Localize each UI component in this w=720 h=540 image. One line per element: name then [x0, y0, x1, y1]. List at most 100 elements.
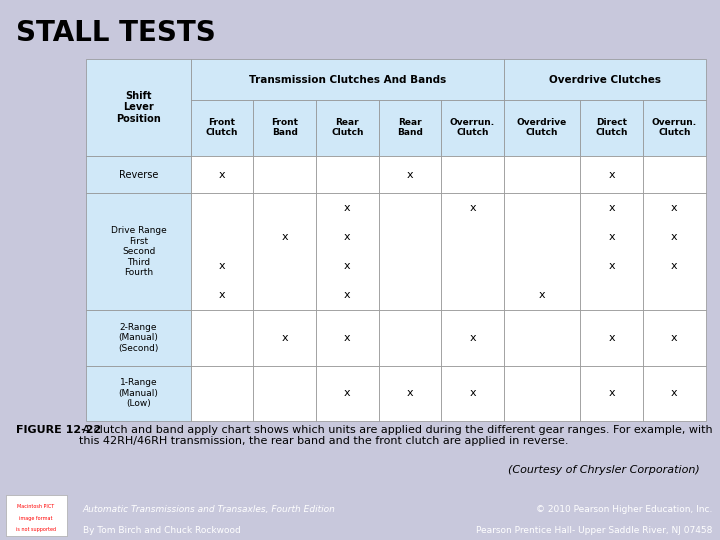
Text: x: x: [671, 203, 678, 213]
Text: Overdrive Clutches: Overdrive Clutches: [549, 75, 661, 85]
Text: Reverse: Reverse: [119, 170, 158, 179]
Text: Macintosh PICT: Macintosh PICT: [17, 503, 55, 509]
Text: Automatic Transmissions and Transaxles, Fourth Edition: Automatic Transmissions and Transaxles, …: [83, 505, 336, 514]
Bar: [379, 156, 441, 193]
Text: x: x: [344, 232, 351, 242]
Bar: [580, 100, 643, 156]
Text: x: x: [469, 203, 476, 213]
Text: x: x: [219, 170, 225, 179]
Text: x: x: [469, 388, 476, 399]
Bar: [191, 100, 253, 156]
Bar: [253, 366, 316, 421]
Bar: [441, 156, 504, 193]
Bar: [316, 366, 379, 421]
Bar: [86, 310, 191, 366]
Text: FIGURE 12-22: FIGURE 12-22: [16, 424, 101, 435]
Bar: [191, 59, 504, 100]
Text: Front
Clutch: Front Clutch: [206, 118, 238, 137]
Bar: [643, 193, 706, 310]
Bar: [504, 59, 706, 100]
Bar: [379, 193, 441, 310]
Bar: [191, 310, 253, 366]
Bar: [504, 366, 580, 421]
Bar: [191, 366, 253, 421]
Text: x: x: [608, 170, 615, 179]
Text: x: x: [344, 333, 351, 343]
Bar: [6, 495, 67, 536]
Bar: [316, 193, 379, 310]
Bar: [86, 59, 191, 156]
Bar: [580, 310, 643, 366]
Text: x: x: [671, 388, 678, 399]
Text: x: x: [344, 203, 351, 213]
Bar: [504, 193, 580, 310]
Text: 2-Range
(Manual)
(Second): 2-Range (Manual) (Second): [118, 323, 159, 353]
Bar: [441, 193, 504, 310]
Text: By Tom Birch and Chuck Rockwood: By Tom Birch and Chuck Rockwood: [83, 526, 240, 535]
Text: Direct
Clutch: Direct Clutch: [595, 118, 628, 137]
Text: x: x: [219, 291, 225, 300]
Text: image format: image format: [19, 516, 53, 521]
Text: x: x: [671, 333, 678, 343]
Text: Shift
Lever
Position: Shift Lever Position: [116, 91, 161, 124]
Text: is not supported: is not supported: [16, 527, 56, 532]
Bar: [316, 310, 379, 366]
Text: A clutch and band apply chart shows which units are applied during the different: A clutch and band apply chart shows whic…: [79, 424, 713, 446]
Text: x: x: [469, 333, 476, 343]
Text: x: x: [282, 333, 288, 343]
Text: x: x: [608, 261, 615, 271]
Bar: [441, 100, 504, 156]
Text: STALL TESTS: STALL TESTS: [16, 19, 215, 46]
Bar: [580, 193, 643, 310]
Bar: [643, 156, 706, 193]
Bar: [441, 310, 504, 366]
Text: Pearson Prentice Hall- Upper Saddle River, NJ 07458: Pearson Prentice Hall- Upper Saddle Rive…: [477, 526, 713, 535]
Bar: [504, 156, 580, 193]
Text: 1-Range
(Manual)
(Low): 1-Range (Manual) (Low): [119, 379, 158, 408]
Text: x: x: [608, 388, 615, 399]
Text: Front
Band: Front Band: [271, 118, 298, 137]
Bar: [379, 366, 441, 421]
Bar: [191, 156, 253, 193]
Text: Overdrive
Clutch: Overdrive Clutch: [517, 118, 567, 137]
Text: Overrun.
Clutch: Overrun. Clutch: [652, 118, 697, 137]
Text: x: x: [608, 333, 615, 343]
Bar: [441, 366, 504, 421]
Bar: [316, 156, 379, 193]
Text: Overrun.
Clutch: Overrun. Clutch: [450, 118, 495, 137]
Bar: [643, 310, 706, 366]
Bar: [504, 100, 580, 156]
Text: x: x: [539, 291, 546, 300]
Text: x: x: [282, 232, 288, 242]
Bar: [253, 310, 316, 366]
Bar: [580, 156, 643, 193]
Bar: [253, 193, 316, 310]
Text: x: x: [407, 388, 413, 399]
Bar: [316, 100, 379, 156]
Text: Drive Range
First
Second
Third
Fourth: Drive Range First Second Third Fourth: [111, 226, 166, 277]
Text: x: x: [219, 261, 225, 271]
Text: © 2010 Pearson Higher Education, Inc.: © 2010 Pearson Higher Education, Inc.: [536, 505, 713, 514]
Bar: [86, 193, 191, 310]
Text: x: x: [608, 203, 615, 213]
Bar: [379, 310, 441, 366]
Text: x: x: [344, 388, 351, 399]
Text: Rear
Clutch: Rear Clutch: [331, 118, 364, 137]
Text: (Courtesy of Chrysler Corporation): (Courtesy of Chrysler Corporation): [508, 465, 699, 475]
Text: Rear
Band: Rear Band: [397, 118, 423, 137]
Text: x: x: [608, 232, 615, 242]
Bar: [86, 366, 191, 421]
Bar: [504, 310, 580, 366]
Bar: [253, 156, 316, 193]
Bar: [643, 366, 706, 421]
Text: x: x: [344, 291, 351, 300]
Bar: [580, 366, 643, 421]
Text: x: x: [671, 261, 678, 271]
Text: x: x: [344, 261, 351, 271]
Text: Transmission Clutches And Bands: Transmission Clutches And Bands: [248, 75, 446, 85]
Bar: [86, 156, 191, 193]
Bar: [379, 100, 441, 156]
Text: x: x: [407, 170, 413, 179]
Text: x: x: [671, 232, 678, 242]
Bar: [643, 100, 706, 156]
